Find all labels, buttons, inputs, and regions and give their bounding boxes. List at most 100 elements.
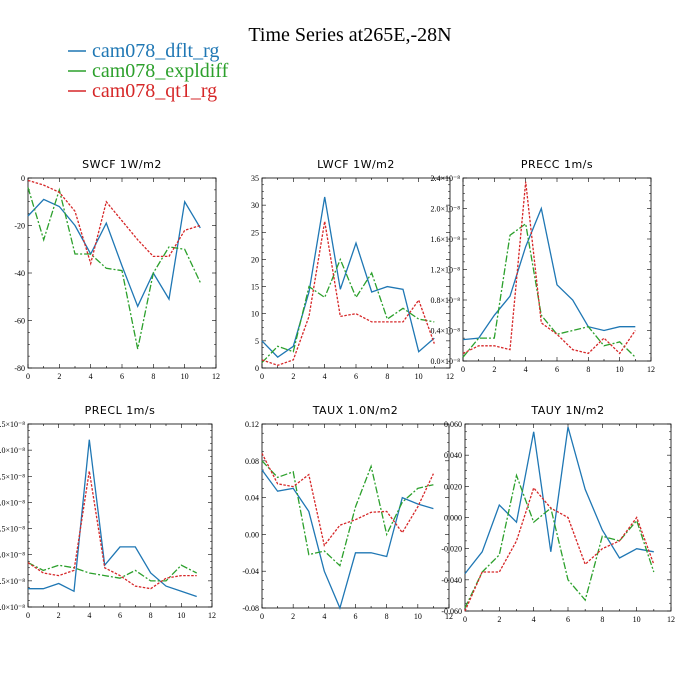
chart-panel: TAUY 1N/m20 2 4 6 8 10 12-0.060-0.040-0.0200.0… — [441, 404, 675, 624]
y-tick-label: 0.040 — [444, 451, 462, 460]
y-tick-label: 1.0×10⁻⁸ — [0, 551, 25, 560]
y-tick-label: 3.0×10⁻⁸ — [0, 446, 25, 455]
x-tick-label: 4 — [532, 615, 536, 624]
x-tick-label: 10 — [414, 612, 422, 621]
y-tick-label: -0.04 — [242, 567, 259, 576]
panel-title: TAUX 1.0N/m2 — [312, 404, 399, 417]
x-tick-label: 12 — [212, 372, 220, 381]
x-tick-label: 6 — [354, 612, 358, 621]
y-tick-label: 2.0×10⁻⁸ — [0, 498, 25, 507]
y-tick-label: 15 — [251, 283, 259, 292]
y-tick-label: 0.5×10⁻⁸ — [0, 577, 25, 586]
legend: cam078_dflt_rgcam078_expldiffcam078_qt1_… — [68, 40, 229, 102]
y-tick-label: 2.4×10⁻⁸ — [430, 174, 460, 183]
y-tick-label: -40 — [14, 269, 25, 278]
y-tick-label: 0 — [255, 364, 259, 373]
series-expldiff-line — [27, 187, 201, 350]
y-tick-label: 0 — [21, 174, 25, 183]
x-tick-label: 12 — [647, 365, 655, 374]
x-tick-label: 6 — [555, 365, 559, 374]
x-tick-label: 2 — [291, 612, 295, 621]
plot-frame — [261, 177, 451, 369]
figure-title: Time Series at265E,-28N — [248, 24, 451, 46]
x-tick-label: 4 — [87, 611, 91, 620]
x-tick-label: 8 — [586, 365, 590, 374]
x-tick-label: 10 — [177, 611, 185, 620]
legend-label: cam078_expldiff — [92, 60, 229, 82]
x-tick-label: 10 — [633, 615, 641, 624]
series-qt1-line — [261, 453, 434, 547]
panel-title: PRECC 1m/s — [521, 158, 593, 171]
series-dflt-line — [28, 439, 197, 598]
y-tick-label: 0.04 — [245, 494, 259, 503]
y-tick-label: -0.040 — [441, 576, 462, 585]
chart-panel: PRECL 1m/s 0 2 4 6 8 10 12 0.0×10⁻⁸ 0.5×10⁻⁸ 1.0×1… — [0, 404, 216, 620]
chart-panel: SWCF 1W/m2 0 2 4 6 8 10 12 -80 -60 -40 -20 0 — [14, 158, 220, 381]
panel-title: LWCF 1W/m2 — [317, 158, 395, 171]
series-expldiff-line — [261, 460, 434, 567]
panel-title: SWCF 1W/m2 — [82, 158, 162, 171]
y-tick-label: -20 — [14, 222, 25, 231]
y-tick-label: 2.5×10⁻⁸ — [0, 472, 25, 481]
y-tick-label: 0.8×10⁻⁸ — [430, 296, 460, 305]
y-tick-label: 1.6×10⁻⁸ — [430, 235, 460, 244]
x-tick-label: 8 — [151, 372, 155, 381]
chart-panel: PRECC 1m/s 0 2 4 6 8 10 12 0.0×10⁻⁸ 0.4×10⁻⁸ 0.8×1… — [430, 158, 655, 374]
x-tick-label: 8 — [385, 612, 389, 621]
x-tick-label: 10 — [415, 372, 423, 381]
y-tick-label: -0.020 — [441, 545, 462, 554]
x-tick-label: 10 — [616, 365, 624, 374]
x-tick-label: 2 — [57, 372, 61, 381]
y-tick-label: 30 — [251, 201, 259, 210]
plot-frame — [261, 423, 450, 609]
x-tick-label: 8 — [385, 372, 389, 381]
y-tick-label: 0.020 — [444, 482, 462, 491]
x-tick-label: 12 — [667, 615, 675, 624]
x-tick-label: 8 — [600, 615, 604, 624]
x-tick-label: 0 — [260, 612, 264, 621]
y-tick-label: 0.0×10⁻⁸ — [430, 357, 460, 366]
series-expldiff-line — [27, 562, 197, 582]
x-tick-label: 12 — [445, 612, 453, 621]
x-tick-label: 0 — [461, 365, 465, 374]
y-tick-label: 25 — [251, 228, 259, 237]
x-tick-label: 2 — [497, 615, 501, 624]
y-tick-label: 0.08 — [245, 457, 259, 466]
y-tick-label: 5 — [255, 337, 259, 346]
series-dflt-line — [462, 206, 636, 341]
y-tick-label: 35 — [251, 174, 259, 183]
series-qt1-line — [462, 181, 636, 355]
series-dflt-line — [27, 198, 201, 308]
x-tick-label: 0 — [26, 372, 30, 381]
series-expldiff-line — [464, 473, 655, 609]
legend-label: cam078_dflt_rg — [92, 40, 219, 62]
y-tick-label: 1.2×10⁻⁸ — [430, 266, 460, 275]
y-tick-label: -60 — [14, 317, 25, 326]
plot-frame — [27, 423, 213, 608]
series-qt1-line — [261, 221, 435, 366]
x-tick-label: 4 — [322, 612, 326, 621]
y-tick-label: 0.000 — [444, 514, 462, 523]
series-dflt-line — [261, 196, 435, 358]
x-tick-label: 4 — [323, 372, 327, 381]
y-tick-label: 1.5×10⁻⁸ — [0, 525, 25, 534]
x-tick-label: 6 — [118, 611, 122, 620]
x-tick-label: 4 — [524, 365, 528, 374]
x-tick-label: 4 — [89, 372, 93, 381]
y-tick-label: 0.4×10⁻⁸ — [430, 327, 460, 336]
chart-panel: LWCF 1W/m2 0 2 4 6 8 10 12 0 5 10 15 20 25 30 35 — [251, 158, 454, 381]
series-dflt-line — [261, 469, 434, 610]
panel-title: PRECL 1m/s — [85, 404, 156, 417]
x-tick-label: 8 — [149, 611, 153, 620]
series-qt1-line — [27, 470, 197, 590]
y-tick-label: 0.0×10⁻⁸ — [0, 603, 25, 612]
y-tick-label: 10 — [251, 310, 259, 319]
x-tick-label: 0 — [260, 372, 264, 381]
y-tick-label: 0.00 — [245, 530, 259, 539]
series-dflt-line — [464, 426, 654, 575]
y-tick-label: 0.12 — [245, 420, 259, 429]
y-tick-label: 0.060 — [444, 420, 462, 429]
x-tick-label: 12 — [208, 611, 216, 620]
